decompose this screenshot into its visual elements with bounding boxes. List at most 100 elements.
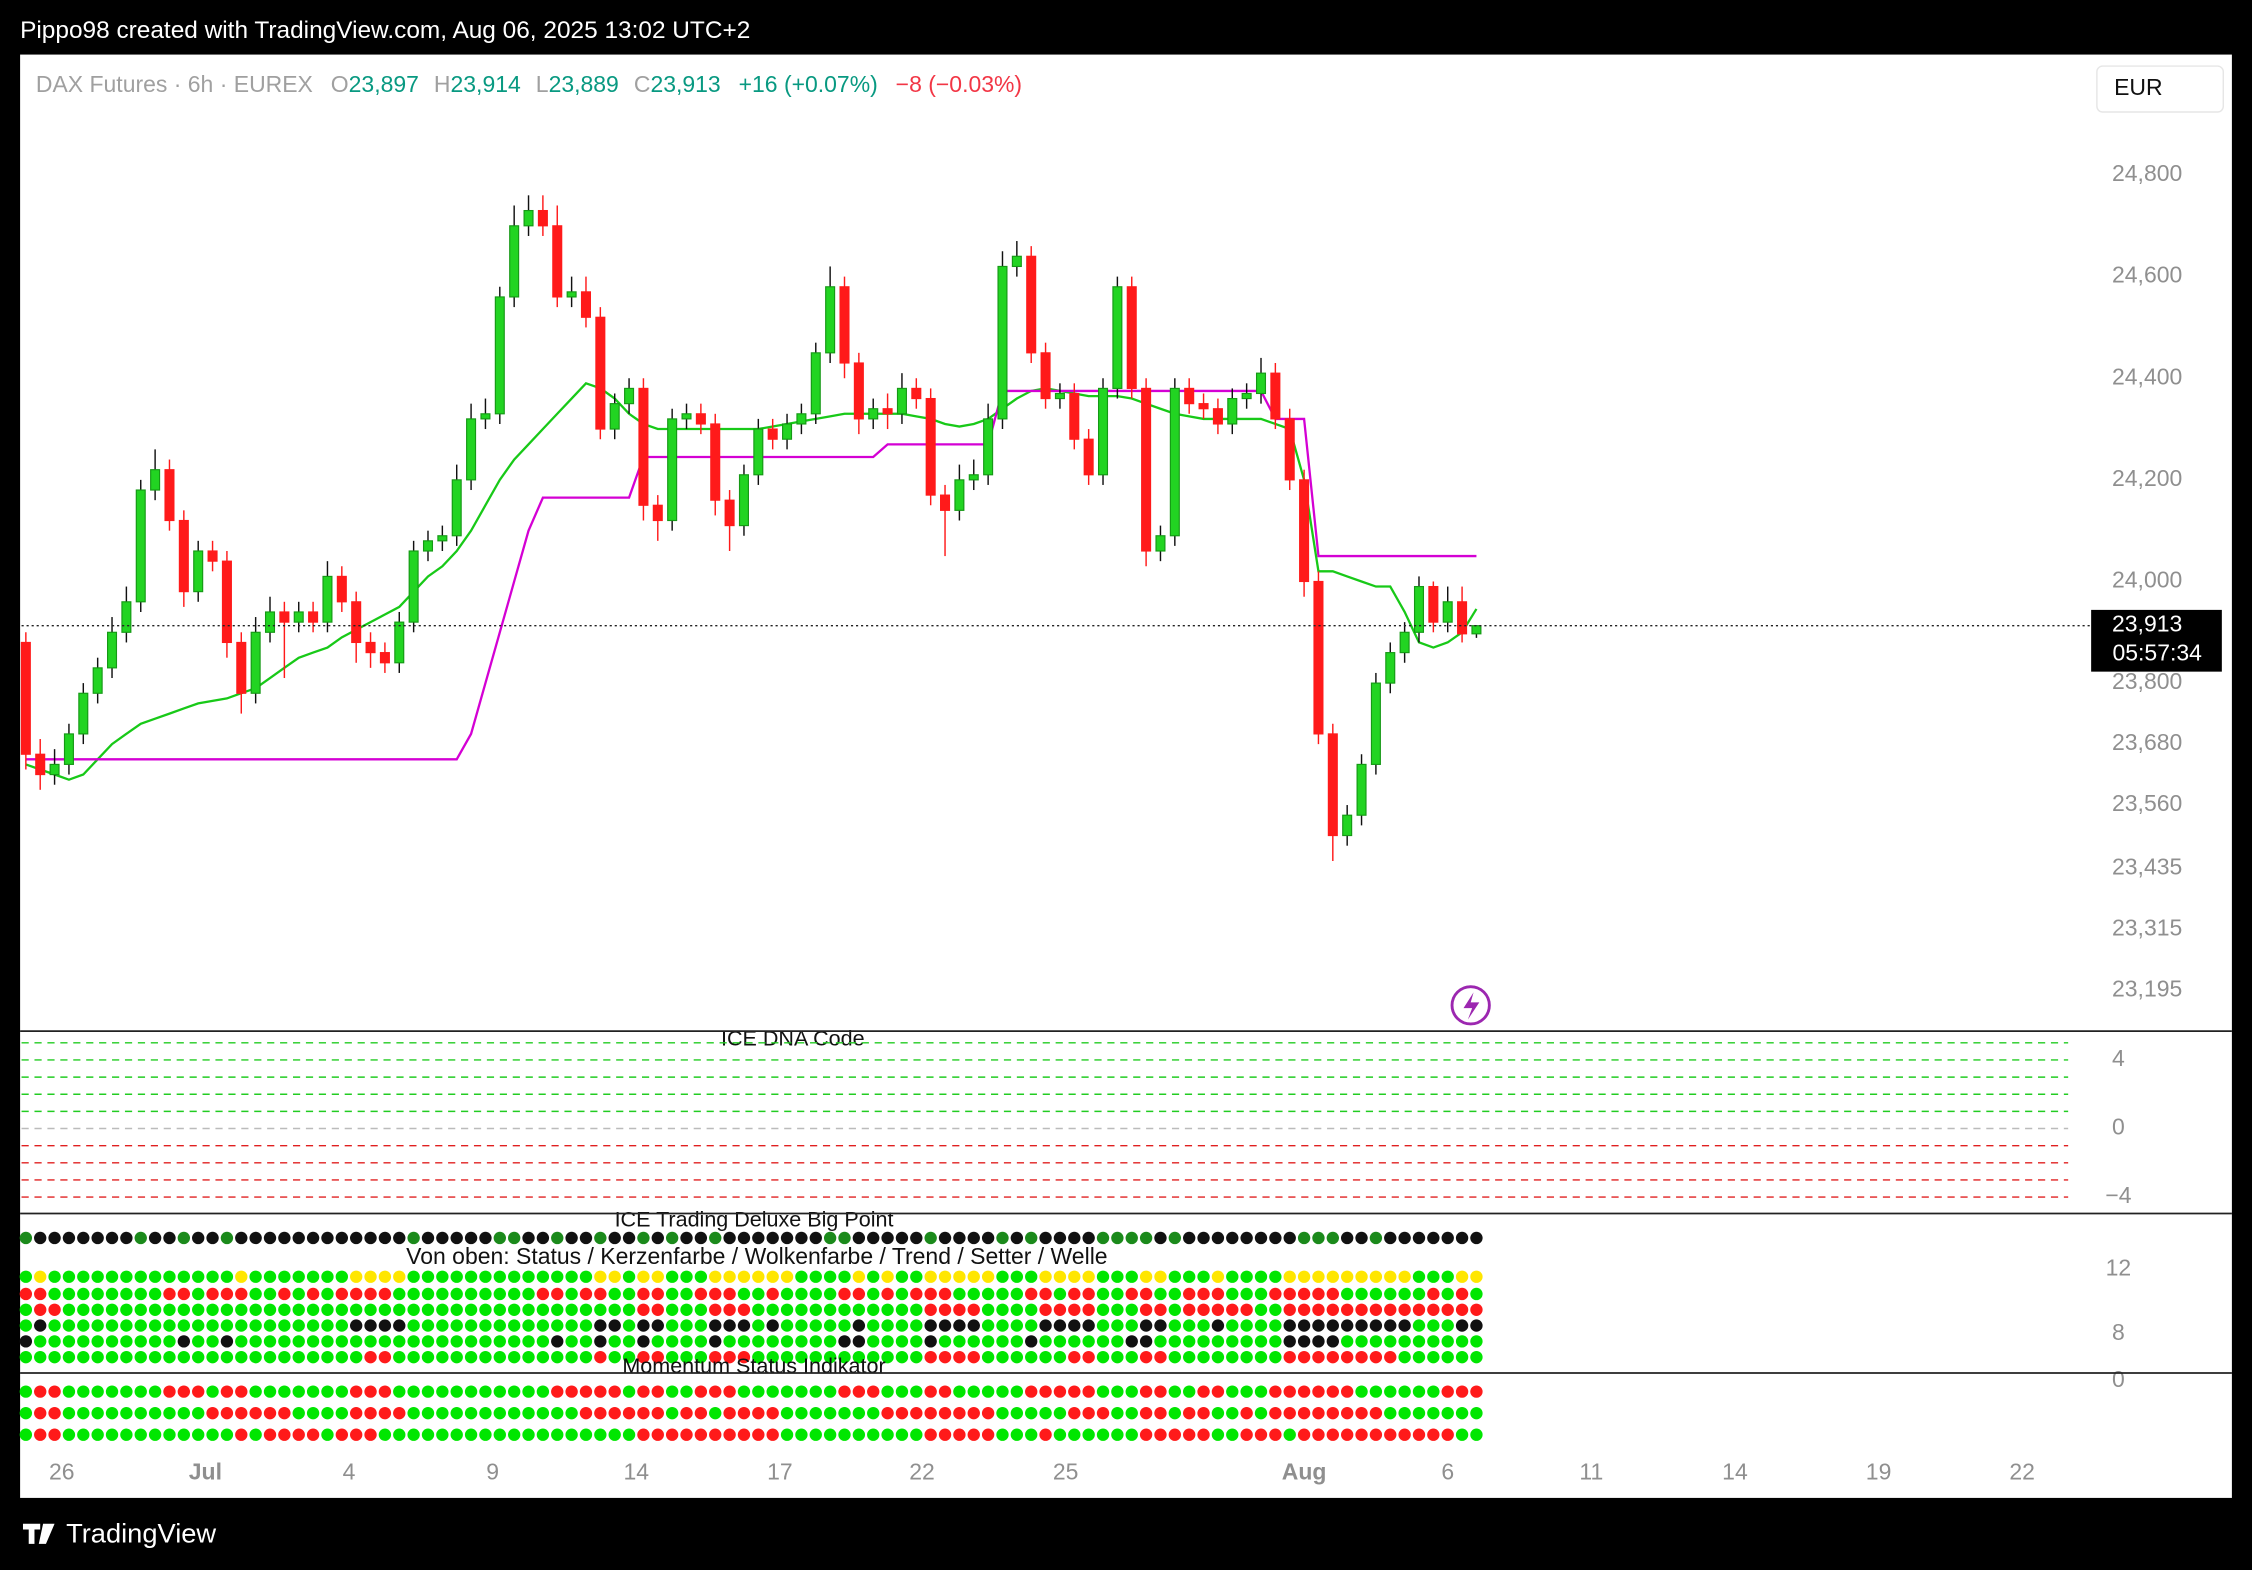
status-dot: [1254, 1287, 1268, 1301]
status-dot: [551, 1231, 564, 1245]
momentum-dot: [493, 1406, 506, 1420]
momentum-dot: [464, 1385, 478, 1398]
status-dot: [1125, 1319, 1138, 1332]
status-dot: [780, 1270, 794, 1283]
momentum-dot: [278, 1385, 291, 1398]
momentum-dot: [622, 1385, 636, 1398]
momentum-dot: [321, 1406, 334, 1420]
alert-icon[interactable]: [1450, 985, 1491, 1026]
momentum-dot: [507, 1428, 521, 1441]
status-dot: [766, 1270, 779, 1283]
candle-body: [1011, 255, 1022, 268]
currency-box[interactable]: [2096, 65, 2224, 113]
momentum-dot: [450, 1406, 463, 1420]
status-dot: [608, 1350, 621, 1364]
status-dot: [709, 1270, 722, 1283]
candle-body: [595, 316, 606, 430]
status-dot: [665, 1319, 679, 1332]
status-dot: [393, 1350, 406, 1364]
status-dot: [1168, 1287, 1182, 1301]
status-dot: [105, 1335, 119, 1348]
momentum-dot: [206, 1406, 219, 1420]
status-dot: [723, 1231, 736, 1245]
status-dot: [867, 1270, 880, 1283]
status-dot: [378, 1270, 392, 1283]
momentum-dot: [910, 1385, 923, 1398]
status-dot: [838, 1303, 851, 1316]
momentum-dot: [120, 1385, 133, 1398]
status-dot: [235, 1350, 248, 1364]
momentum-dot: [1355, 1428, 1368, 1441]
status-dot: [479, 1270, 492, 1283]
momentum-dot: [996, 1428, 1009, 1441]
status-dot: [1082, 1335, 1095, 1348]
momentum-dot: [163, 1385, 176, 1398]
status-dot: [306, 1231, 320, 1245]
status-dot: [378, 1287, 392, 1301]
momentum-dot: [77, 1428, 90, 1441]
momentum-dot: [737, 1385, 751, 1398]
momentum-dot: [852, 1385, 866, 1398]
status-dot: [1025, 1350, 1038, 1364]
status-dot: [967, 1319, 980, 1332]
status-dot: [464, 1319, 478, 1332]
status-dot: [1455, 1270, 1469, 1283]
status-dot: [522, 1335, 535, 1348]
status-dot: [321, 1319, 334, 1332]
status-dot: [809, 1231, 822, 1245]
status-dot: [1326, 1335, 1339, 1348]
momentum-dot: [350, 1428, 363, 1441]
momentum-dot: [378, 1385, 392, 1398]
status-dot: [1010, 1350, 1024, 1364]
momentum-dot: [1283, 1428, 1296, 1441]
momentum-dot: [881, 1385, 894, 1398]
candle-body: [150, 469, 161, 491]
status-dot: [895, 1303, 909, 1316]
status-dot: [148, 1303, 162, 1316]
status-dot: [91, 1231, 104, 1245]
status-dot: [852, 1335, 866, 1348]
status-dot: [493, 1319, 506, 1332]
status-dot: [608, 1319, 621, 1332]
momentum-dot: [594, 1406, 607, 1420]
status-dot: [134, 1287, 147, 1301]
status-dot: [694, 1319, 708, 1332]
candle-body: [437, 535, 448, 542]
momentum-dot: [1240, 1385, 1253, 1398]
status-dot: [881, 1350, 894, 1364]
status-dot: [938, 1303, 952, 1316]
status-dot: [134, 1350, 147, 1364]
status-dot: [694, 1270, 708, 1283]
status-dot: [1154, 1270, 1167, 1283]
status-dot: [1010, 1335, 1024, 1348]
momentum-dot: [1197, 1428, 1210, 1441]
momentum-dot: [809, 1385, 822, 1398]
momentum-dot: [895, 1428, 909, 1441]
status-dot: [105, 1303, 119, 1316]
momentum-dot: [924, 1406, 937, 1420]
status-dot: [1455, 1231, 1469, 1245]
momentum-dot: [177, 1428, 191, 1441]
status-dot: [163, 1270, 176, 1283]
change-prev: −8 (−0.03%): [896, 71, 1022, 97]
momentum-dot: [766, 1428, 779, 1441]
momentum-dot: [163, 1406, 176, 1420]
status-dot: [77, 1335, 90, 1348]
status-dot: [1427, 1319, 1440, 1332]
status-dot: [220, 1303, 234, 1316]
candle-body: [422, 540, 434, 552]
momentum-dot: [1455, 1385, 1469, 1398]
status-dot: [622, 1270, 636, 1283]
momentum-dot: [450, 1385, 463, 1398]
status-dot: [1269, 1319, 1282, 1332]
status-dot: [694, 1287, 708, 1301]
status-dot: [852, 1319, 866, 1332]
momentum-dot: [77, 1406, 90, 1420]
status-dot: [1240, 1350, 1253, 1364]
momentum-dot: [350, 1406, 363, 1420]
x-tick-label: 22: [909, 1459, 935, 1485]
status-dot: [608, 1231, 621, 1245]
candle-body: [121, 601, 132, 633]
status-dot: [1068, 1335, 1081, 1348]
